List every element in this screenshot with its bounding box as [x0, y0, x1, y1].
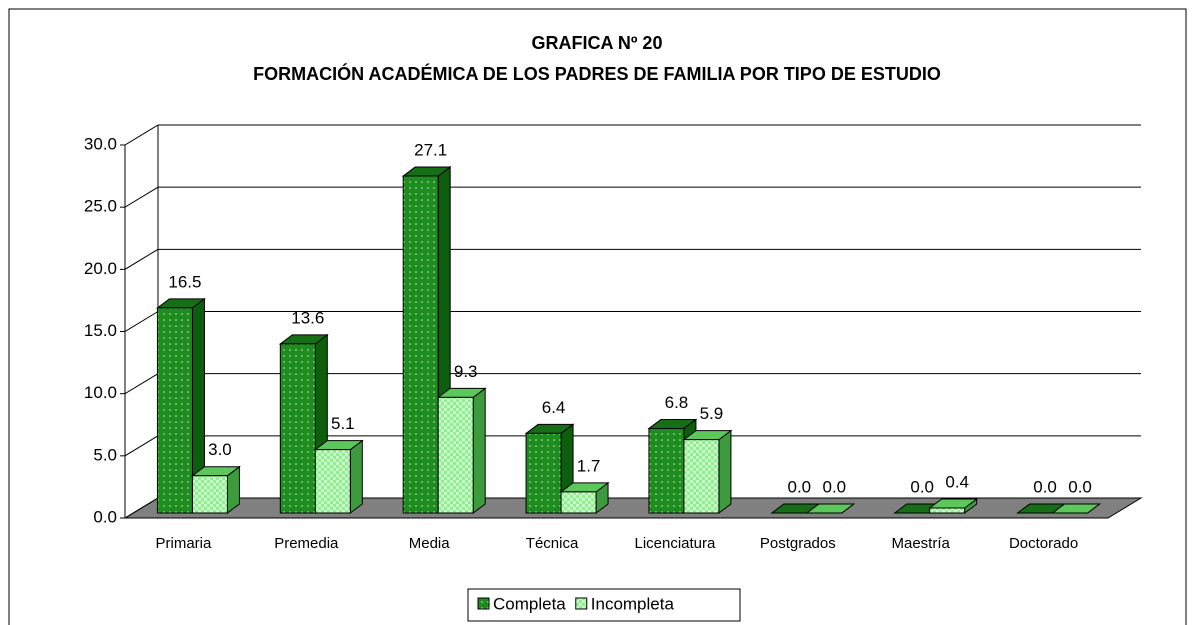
grid-line	[124, 311, 159, 332]
x-tick-label: Primaria	[156, 535, 212, 552]
bar-face	[349, 439, 363, 514]
bar-face	[279, 343, 316, 514]
data-label: 16.5	[168, 272, 201, 291]
data-label: 1.7	[577, 456, 601, 475]
bar-face	[314, 449, 351, 514]
bar-face	[929, 507, 966, 514]
data-label: 0.0	[1068, 477, 1092, 496]
x-tick-label: Postgrados	[760, 535, 836, 552]
floor	[123, 497, 1143, 519]
grid-line	[124, 124, 159, 146]
legend-swatch	[477, 597, 490, 610]
y-tick-label: 30.0	[84, 134, 117, 153]
data-label: 13.6	[291, 308, 324, 327]
frame	[8, 8, 1187, 625]
bar	[682, 429, 733, 514]
x-tick-label: Maestría	[892, 535, 951, 552]
bar-face	[437, 396, 474, 514]
bar	[313, 439, 364, 514]
bar-face	[191, 475, 228, 514]
bar-face	[156, 307, 193, 514]
legend-box	[467, 588, 741, 622]
y-tick-label: 10.0	[84, 383, 117, 402]
bar	[155, 297, 206, 514]
data-label: 3.0	[208, 440, 232, 459]
y-tick-label: 15.0	[84, 321, 117, 340]
grid-line	[124, 186, 159, 208]
x-tick-label: Técnica	[526, 535, 579, 552]
bar-face	[472, 387, 486, 514]
data-label: 0.0	[910, 477, 934, 496]
chart-subtitle: FORMACIÓN ACADÉMICA DE LOS PADRES DE FAM…	[253, 63, 941, 84]
y-tick-label: 5.0	[93, 445, 117, 464]
bar-face	[402, 175, 439, 514]
bar-face	[560, 491, 597, 514]
bar	[190, 465, 241, 514]
bar-face	[525, 432, 562, 514]
data-label: 0.4	[945, 473, 969, 492]
bar-face	[683, 439, 720, 514]
y-tick-label: 25.0	[84, 197, 117, 216]
grid-line	[124, 248, 159, 270]
data-label: 27.1	[414, 141, 447, 160]
data-label: 0.0	[1033, 477, 1057, 496]
x-tick-label: Media	[409, 535, 451, 552]
bar-face	[648, 427, 685, 514]
data-label: 0.0	[822, 477, 846, 496]
data-label: 6.8	[665, 393, 689, 412]
chart-title: GRAFICA Nº 20	[532, 33, 663, 53]
data-label: 6.4	[542, 398, 566, 417]
x-tick-label: Licenciatura	[634, 535, 716, 552]
legend-label: Completa	[493, 594, 566, 613]
x-tick-label: Doctorado	[1009, 535, 1078, 552]
data-label: 5.9	[700, 404, 724, 423]
legend-label: Incompleta	[591, 594, 675, 613]
bar	[436, 387, 487, 514]
bar-face	[718, 429, 732, 514]
y-tick-label: 0.0	[93, 507, 117, 526]
grid-line	[124, 373, 159, 395]
bar	[559, 481, 610, 514]
bar	[928, 498, 979, 514]
bar	[805, 503, 856, 514]
grid-line	[124, 435, 159, 457]
bar	[1051, 503, 1102, 514]
y-tick-label: 20.0	[84, 259, 117, 278]
x-tick-label: Premedia	[274, 535, 339, 552]
legend-swatch	[575, 597, 588, 610]
data-label: 0.0	[787, 477, 811, 496]
grid-line	[124, 497, 159, 519]
data-label: 5.1	[331, 414, 355, 433]
data-label: 9.3	[454, 362, 478, 381]
